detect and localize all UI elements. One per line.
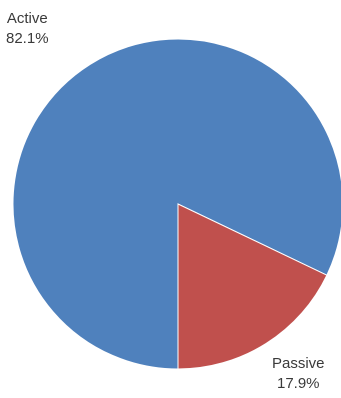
label-active-name: Active: [6, 10, 48, 27]
label-active-value: 82.1%: [6, 30, 49, 47]
pie-slice-passive: [177, 203, 328, 370]
label-active: Active 82.1%: [6, 9, 49, 49]
label-passive: Passive 17.9%: [272, 354, 325, 394]
label-passive-value: 17.9%: [276, 375, 320, 392]
label-passive-name: Passive: [272, 355, 325, 372]
pie-slice-active: [12, 38, 341, 370]
